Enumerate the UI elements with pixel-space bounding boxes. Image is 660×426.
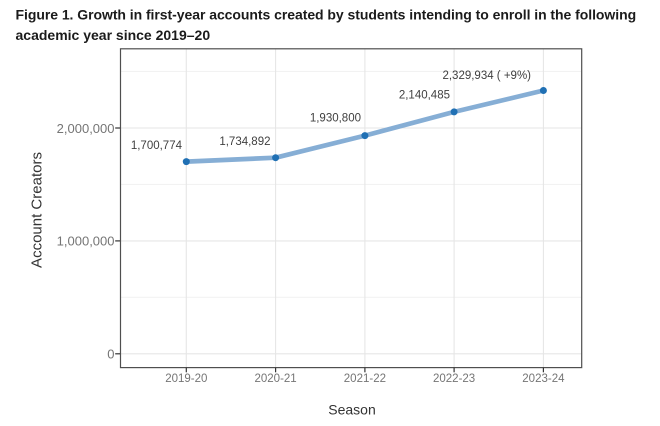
svg-text:academic year since 2019–20: academic year since 2019–20 xyxy=(16,27,211,43)
svg-text:1,700,774: 1,700,774 xyxy=(131,140,183,152)
svg-text:1,930,800: 1,930,800 xyxy=(310,113,361,125)
svg-text:Season: Season xyxy=(328,402,375,418)
svg-text:Figure 1. Growth in first-year: Figure 1. Growth in first-year accounts … xyxy=(16,7,637,23)
svg-text:1,000,000: 1,000,000 xyxy=(57,234,115,249)
svg-text:1,734,892: 1,734,892 xyxy=(219,136,270,148)
svg-text:Account Creators: Account Creators xyxy=(29,152,46,268)
svg-text:0: 0 xyxy=(107,347,114,362)
svg-text:2,000,000: 2,000,000 xyxy=(57,121,115,136)
svg-text:2022-23: 2022-23 xyxy=(433,373,475,385)
svg-text:2019-20: 2019-20 xyxy=(165,373,207,385)
svg-text:2,329,934 ( +9%): 2,329,934 ( +9%) xyxy=(442,70,531,82)
svg-text:2,140,485: 2,140,485 xyxy=(399,90,450,102)
svg-text:2021-22: 2021-22 xyxy=(344,373,386,385)
svg-text:2020-21: 2020-21 xyxy=(254,373,296,385)
svg-text:2023-24: 2023-24 xyxy=(522,373,565,385)
